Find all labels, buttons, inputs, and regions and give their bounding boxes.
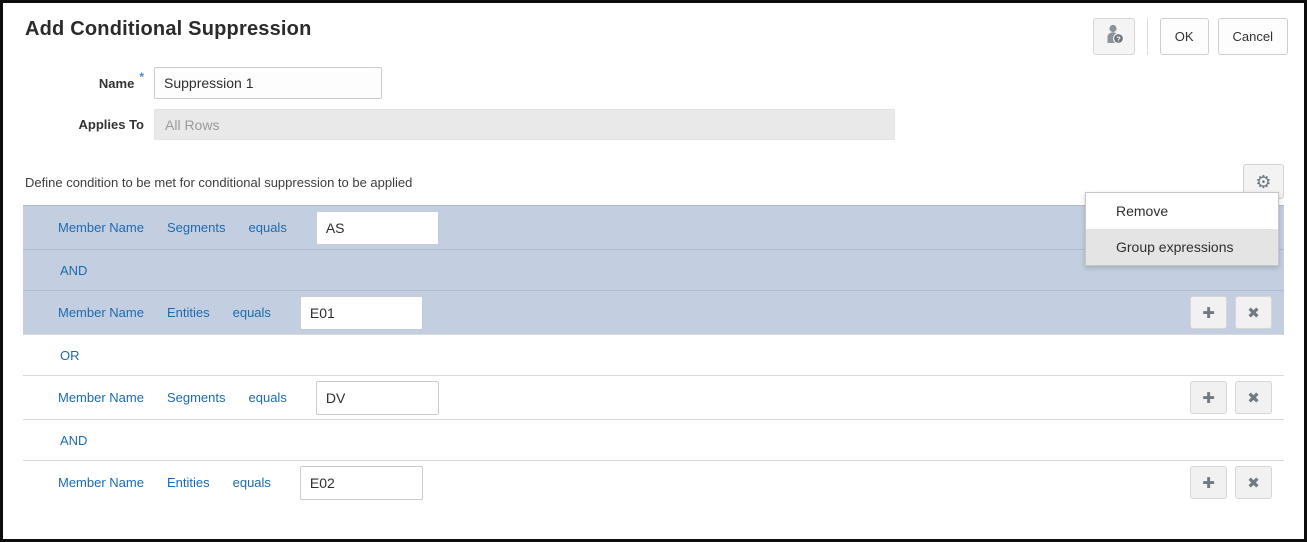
expression-row-3[interactable]: Member Name Segments equals ✚ ✖ bbox=[23, 375, 1284, 419]
name-label: Name * bbox=[98, 69, 144, 91]
svg-text:?: ? bbox=[1116, 34, 1121, 43]
operator-row-2: OR bbox=[23, 334, 1284, 375]
operator-link[interactable]: equals bbox=[232, 305, 271, 320]
cancel-button[interactable]: Cancel bbox=[1217, 18, 1288, 55]
header-actions: ? OK Cancel bbox=[1092, 18, 1288, 55]
plus-icon: ✚ bbox=[1202, 474, 1215, 492]
dimension-link[interactable]: Segments bbox=[166, 220, 226, 235]
add-row-button[interactable]: ✚ bbox=[1190, 466, 1227, 499]
delete-row-button[interactable]: ✖ bbox=[1235, 466, 1272, 499]
instruction-text: Define condition to be met for condition… bbox=[25, 175, 413, 190]
x-icon: ✖ bbox=[1247, 304, 1260, 322]
suppression-form: Name* Applies To All Rows bbox=[3, 67, 1304, 140]
header-divider bbox=[1146, 18, 1148, 55]
dimension-link[interactable]: Entities bbox=[166, 305, 210, 320]
operator-link[interactable]: equals bbox=[232, 475, 271, 490]
add-row-button[interactable]: ✚ bbox=[1190, 296, 1227, 329]
applies-to-row: Applies To All Rows bbox=[3, 109, 1304, 140]
plus-icon: ✚ bbox=[1202, 304, 1215, 322]
page-title: Add Conditional Suppression bbox=[25, 18, 312, 40]
menu-item-remove[interactable]: Remove bbox=[1086, 193, 1278, 229]
delete-row-button[interactable]: ✖ bbox=[1235, 381, 1272, 414]
required-indicator: * bbox=[139, 69, 144, 84]
member-name-link[interactable]: Member Name bbox=[58, 220, 144, 235]
and-or-link[interactable]: OR bbox=[60, 347, 80, 363]
expression-value-input[interactable] bbox=[315, 380, 439, 415]
condition-rows: Member Name Segments equals ✚ ✖ AND Memb… bbox=[23, 205, 1284, 504]
expression-row-2[interactable]: Member Name Entities equals ✚ ✖ bbox=[23, 290, 1284, 334]
expression-value-input[interactable] bbox=[299, 465, 423, 500]
expression-value-input[interactable] bbox=[299, 295, 423, 330]
and-or-link[interactable]: AND bbox=[60, 432, 88, 448]
operator-link[interactable]: equals bbox=[248, 220, 287, 235]
gear-icon: ⚙ bbox=[1255, 171, 1272, 192]
help-assistance-button[interactable]: ? bbox=[1092, 18, 1135, 55]
applies-to-value: All Rows bbox=[154, 109, 895, 140]
applies-to-label: Applies To bbox=[78, 117, 144, 132]
expression-value-input[interactable] bbox=[315, 210, 439, 245]
operator-row-3: AND bbox=[23, 419, 1284, 460]
member-name-link[interactable]: Member Name bbox=[58, 475, 144, 490]
name-row: Name * bbox=[3, 67, 1304, 99]
menu-item-group-expressions[interactable]: Group expressions bbox=[1086, 229, 1278, 265]
ok-button[interactable]: OK bbox=[1159, 18, 1209, 55]
condition-header: Define condition to be met for condition… bbox=[3, 164, 1304, 199]
name-input[interactable] bbox=[154, 67, 382, 99]
dialog-header: Add Conditional Suppression ? OK Cancel bbox=[3, 3, 1304, 55]
member-name-link[interactable]: Member Name bbox=[58, 390, 144, 405]
add-row-button[interactable]: ✚ bbox=[1190, 381, 1227, 414]
expression-row-4[interactable]: Member Name Entities equals ✚ ✖ bbox=[23, 460, 1284, 504]
plus-icon: ✚ bbox=[1202, 389, 1215, 407]
expression-row-1[interactable]: Member Name Segments equals ✚ ✖ bbox=[23, 205, 1284, 249]
gear-context-menu: Remove Group expressions bbox=[1085, 192, 1279, 266]
x-icon: ✖ bbox=[1247, 389, 1260, 407]
delete-row-button[interactable]: ✖ bbox=[1235, 296, 1272, 329]
member-name-link[interactable]: Member Name bbox=[58, 305, 144, 320]
and-or-link[interactable]: AND bbox=[60, 262, 88, 278]
dimension-link[interactable]: Entities bbox=[166, 475, 210, 490]
x-icon: ✖ bbox=[1247, 474, 1260, 492]
user-help-icon: ? bbox=[1102, 22, 1126, 51]
dimension-link[interactable]: Segments bbox=[166, 390, 226, 405]
operator-link[interactable]: equals bbox=[248, 390, 287, 405]
operator-row-1: AND bbox=[23, 249, 1284, 290]
